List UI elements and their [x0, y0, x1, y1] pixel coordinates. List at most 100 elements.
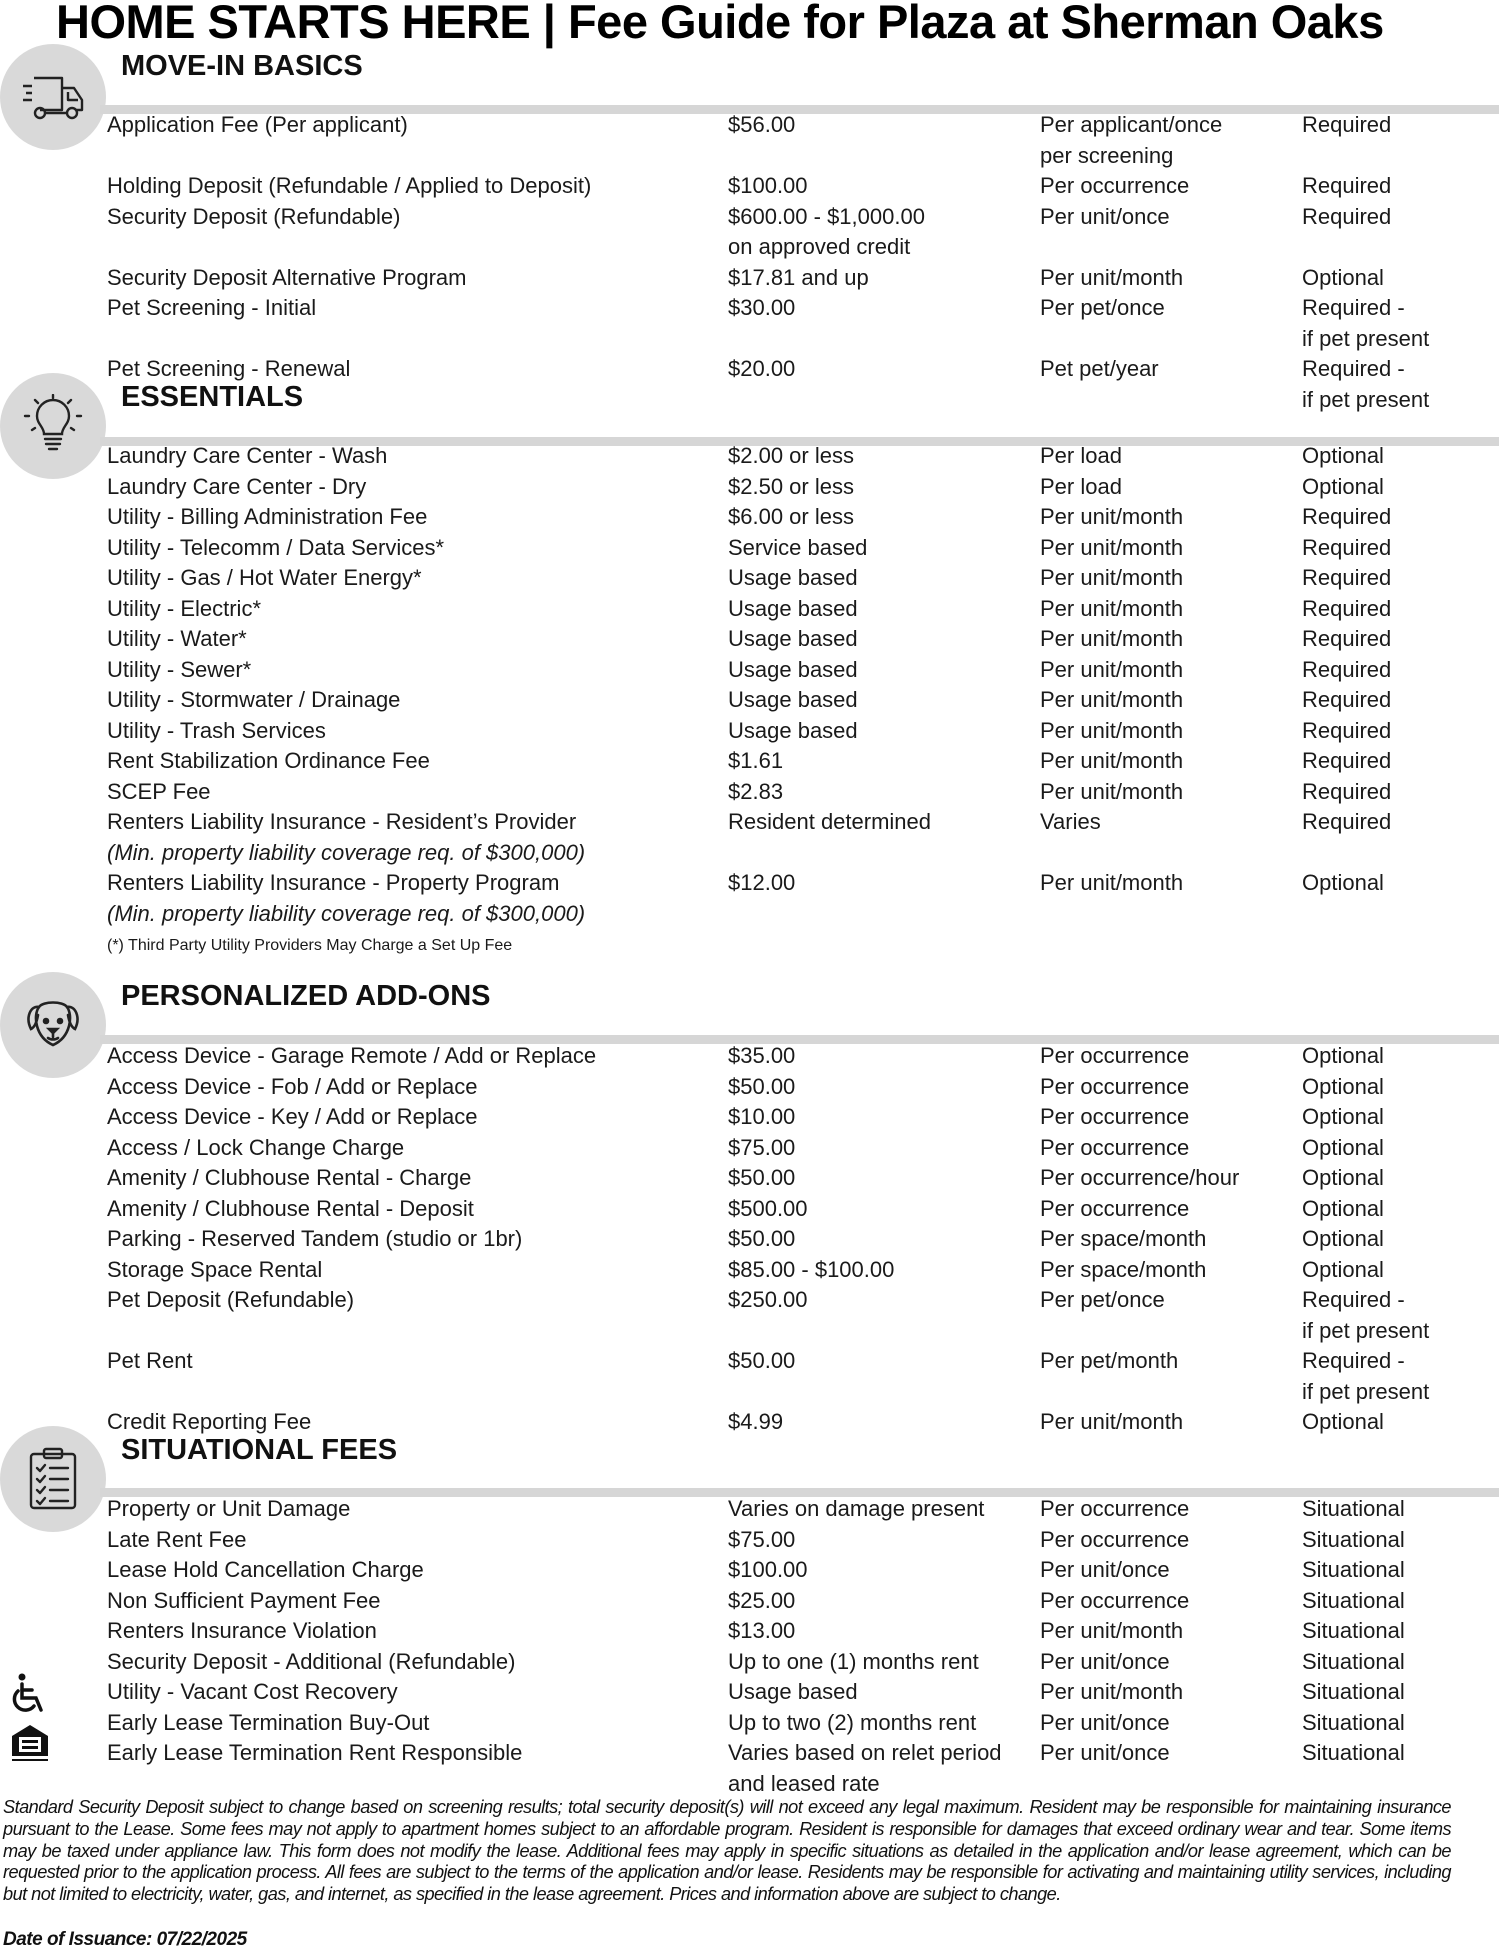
fee-row: Utility - Telecomm / Data Services* Servi… — [0, 533, 1499, 564]
fee-status: Situational — [1302, 1618, 1405, 1643]
fee-name-text: SCEP Fee — [107, 778, 211, 804]
fee-amount: $600.00 - $1,000.00 on approved credit — [728, 203, 925, 260]
fee-status: Situational — [1302, 1587, 1405, 1613]
fee-name-text: Credit Reporting Fee — [107, 1409, 312, 1434]
fee-status: Required - if pet present — [1302, 1287, 1430, 1343]
fee-name-text: Utility - Gas / Hot Water Energy* — [107, 565, 422, 590]
section-divider — [100, 1035, 1499, 1044]
fee-name: Utility - Billing Administration Fee — [107, 502, 427, 533]
fee-amount: $10.00 — [728, 1104, 796, 1129]
fee-frequency: Per space/month — [1040, 1226, 1207, 1251]
fee-name-text: Utility - Billing Administration Fee — [107, 504, 428, 529]
fee-name: Pet Rent — [107, 1346, 193, 1377]
fee-row: Utility - Gas / Hot Water Energy* Usage b… — [0, 563, 1499, 594]
fee-status: Optional — [1302, 1195, 1384, 1221]
fee-row: Renters Liability Insurance - Property P… — [0, 868, 1499, 929]
fee-frequency: Per unit/month — [1040, 1618, 1184, 1643]
fee-status: Optional — [1302, 1134, 1384, 1160]
fee-amount: Usage based — [728, 717, 858, 743]
fee-row: Holding Deposit (Refundable / Applied to… — [0, 171, 1499, 202]
fee-name: Renters Liability Insurance - Property P… — [107, 868, 585, 929]
fee-amount: $250.00 — [728, 1287, 808, 1312]
fee-status: Optional — [1302, 1165, 1384, 1190]
fee-frequency: Per unit/month — [1040, 264, 1184, 290]
fee-status: Optional — [1302, 443, 1384, 468]
clipboard-checklist-icon — [0, 1426, 106, 1532]
fee-frequency: Per unit/once — [1040, 1648, 1170, 1674]
page-title: HOME STARTS HERE | Fee Guide for Plaza a… — [56, 0, 1384, 48]
fee-frequency: Per unit/month — [1040, 717, 1184, 743]
fee-frequency: Per space/month — [1040, 1256, 1207, 1282]
fee-name: Access / Lock Change Charge — [107, 1133, 404, 1164]
fee-status: Situational — [1302, 1679, 1405, 1704]
fee-frequency: Per occurrence — [1040, 1043, 1190, 1068]
fee-amount: $56.00 — [728, 112, 796, 137]
lightbulb-icon — [0, 373, 106, 479]
section-heading: MOVE-IN BASICS — [121, 50, 363, 82]
fee-row: Renters Liability Insurance - Resident’s… — [0, 807, 1499, 868]
fee-amount: $75.00 — [728, 1134, 796, 1160]
fee-status: Required — [1302, 748, 1392, 773]
fee-name: Non Sufficient Payment Fee — [107, 1586, 381, 1617]
fee-amount: $13.00 — [728, 1618, 796, 1643]
fee-name: Parking - Reserved Tandem (studio or 1br… — [107, 1224, 522, 1255]
fee-name: Storage Space Rental — [107, 1255, 322, 1286]
fee-amount: $50.00 — [728, 1226, 796, 1251]
fee-status: Required — [1302, 717, 1392, 743]
fee-frequency: Per unit/once — [1040, 1709, 1170, 1735]
fee-name-text: Utility - Trash Services — [107, 717, 326, 743]
fee-row: Amenity / Clubhouse Rental - Charge $50.0… — [0, 1163, 1499, 1194]
fee-frequency: Per unit/once — [1040, 203, 1170, 229]
fee-row: Security Deposit - Additional (Refundabl… — [0, 1647, 1499, 1678]
fee-amount: $6.00 or less — [728, 504, 854, 529]
fee-amount: Usage based — [728, 626, 858, 651]
fee-table: Application Fee (Per applicant) $56.00 Per… — [0, 110, 1499, 415]
fee-row: Pet Screening - Initial $30.00 Per pet/onc… — [0, 293, 1499, 354]
fee-amount: Usage based — [728, 656, 858, 682]
fee-frequency: Per unit/month — [1040, 534, 1184, 560]
fee-name: Laundry Care Center - Wash — [107, 441, 387, 472]
fee-frequency: Per unit/month — [1040, 870, 1184, 895]
fee-row: Early Lease Termination Buy-Out Up to two… — [0, 1708, 1499, 1739]
fee-row: Renters Insurance Violation $13.00 Per uni… — [0, 1616, 1499, 1647]
fee-status: Required — [1302, 203, 1392, 229]
fee-amount: Service based — [728, 534, 868, 560]
fee-name-text: Amenity / Clubhouse Rental - Deposit — [107, 1195, 474, 1221]
fee-frequency: Per unit/once — [1040, 1740, 1170, 1765]
fee-name: Pet Screening - Initial — [107, 293, 316, 324]
fee-name: Security Deposit - Additional (Refundabl… — [107, 1647, 515, 1678]
section-divider — [100, 437, 1499, 446]
fee-status: Required — [1302, 112, 1392, 137]
fee-name: Utility - Trash Services — [107, 716, 326, 747]
fee-row: Rent Stabilization Ordinance Fee $1.61 Per… — [0, 746, 1499, 777]
fee-amount: $4.99 — [728, 1409, 784, 1434]
fee-status: Required — [1302, 687, 1392, 712]
fee-name-text: Utility - Sewer* — [107, 656, 252, 682]
fee-name: Pet Deposit (Refundable) — [107, 1285, 354, 1316]
fee-row: Early Lease Termination Rent Responsible… — [0, 1738, 1499, 1799]
fee-name: Credit Reporting Fee — [107, 1407, 311, 1438]
fee-frequency: Per occurrence — [1040, 173, 1190, 198]
fee-status: Required — [1302, 173, 1392, 198]
fee-amount: $50.00 — [728, 1348, 796, 1373]
fee-row: Access Device - Garage Remote / Add or R… — [0, 1041, 1499, 1072]
section-heading: SITUATIONAL FEES — [121, 1434, 398, 1466]
fee-row: SCEP Fee $2.83 Per unit/month Required — [0, 777, 1499, 808]
fee-amount: $1.61 — [728, 748, 784, 773]
fee-row: Security Deposit Alternative Program $17.… — [0, 263, 1499, 294]
fee-subnote: (Min. property liability coverage req. o… — [107, 839, 586, 865]
footnote: (*) Third Party Utility Providers May Ch… — [107, 937, 513, 954]
fee-name-text: Renters Liability Insurance - Property P… — [107, 870, 560, 895]
fee-frequency: Per unit/month — [1040, 595, 1184, 621]
fee-status: Required - if pet present — [1302, 356, 1430, 412]
fee-status: Optional — [1302, 1256, 1384, 1282]
fee-frequency: Varies — [1040, 809, 1101, 834]
fee-name-text: Security Deposit (Refundable) — [107, 203, 401, 229]
fee-amount: $100.00 — [728, 173, 808, 198]
section-heading: PERSONALIZED ADD-ONS — [121, 980, 491, 1012]
fee-row: Pet Deposit (Refundable) $250.00 Per pet/o… — [0, 1285, 1499, 1346]
fee-name-text: Pet Rent — [107, 1348, 193, 1373]
accessibility-icon — [8, 1672, 48, 1721]
fee-name-text: Utility - Vacant Cost Recovery — [107, 1679, 398, 1704]
fee-name-text: Early Lease Termination Rent Responsible — [107, 1740, 523, 1765]
